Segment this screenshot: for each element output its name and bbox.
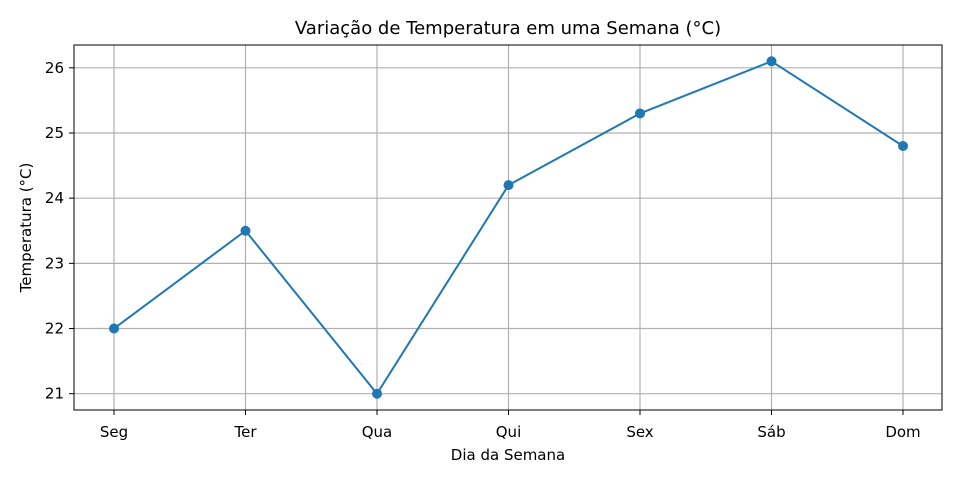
data-point: [635, 108, 645, 119]
y-tick-label: 23: [45, 254, 64, 272]
y-tick-label: 22: [45, 320, 64, 338]
data-point: [240, 225, 251, 236]
x-tick-label: Sáb: [757, 423, 785, 441]
data-point: [503, 180, 514, 191]
x-tick-label: Qua: [362, 423, 393, 441]
y-tick-label: 24: [45, 189, 64, 207]
series-layer: [109, 56, 908, 399]
x-tick-label: Seg: [100, 423, 128, 441]
data-point: [372, 388, 382, 399]
data-point: [109, 323, 119, 334]
y-tick-label: 26: [45, 59, 64, 77]
chart-title: Variação de Temperatura em uma Semana (°…: [295, 18, 721, 39]
data-point: [766, 56, 777, 67]
x-tick-label: Ter: [233, 423, 257, 441]
data-point: [898, 141, 908, 152]
x-tick-label: Sex: [626, 423, 653, 441]
tick-layer: Seg Ter Qua Qui Sex Sáb Dom 21 22 23 24 25 26: [45, 59, 921, 441]
x-tick-label: Dom: [885, 423, 920, 441]
grid-layer: [74, 45, 942, 410]
y-axis-label: Temperatura (°C): [17, 163, 35, 294]
y-tick-label: 21: [45, 385, 64, 403]
y-tick-label: 25: [45, 124, 64, 142]
plot-frame: [73, 44, 943, 411]
x-tick-label: Qui: [496, 423, 521, 441]
x-axis-label: Dia da Semana: [451, 446, 565, 464]
